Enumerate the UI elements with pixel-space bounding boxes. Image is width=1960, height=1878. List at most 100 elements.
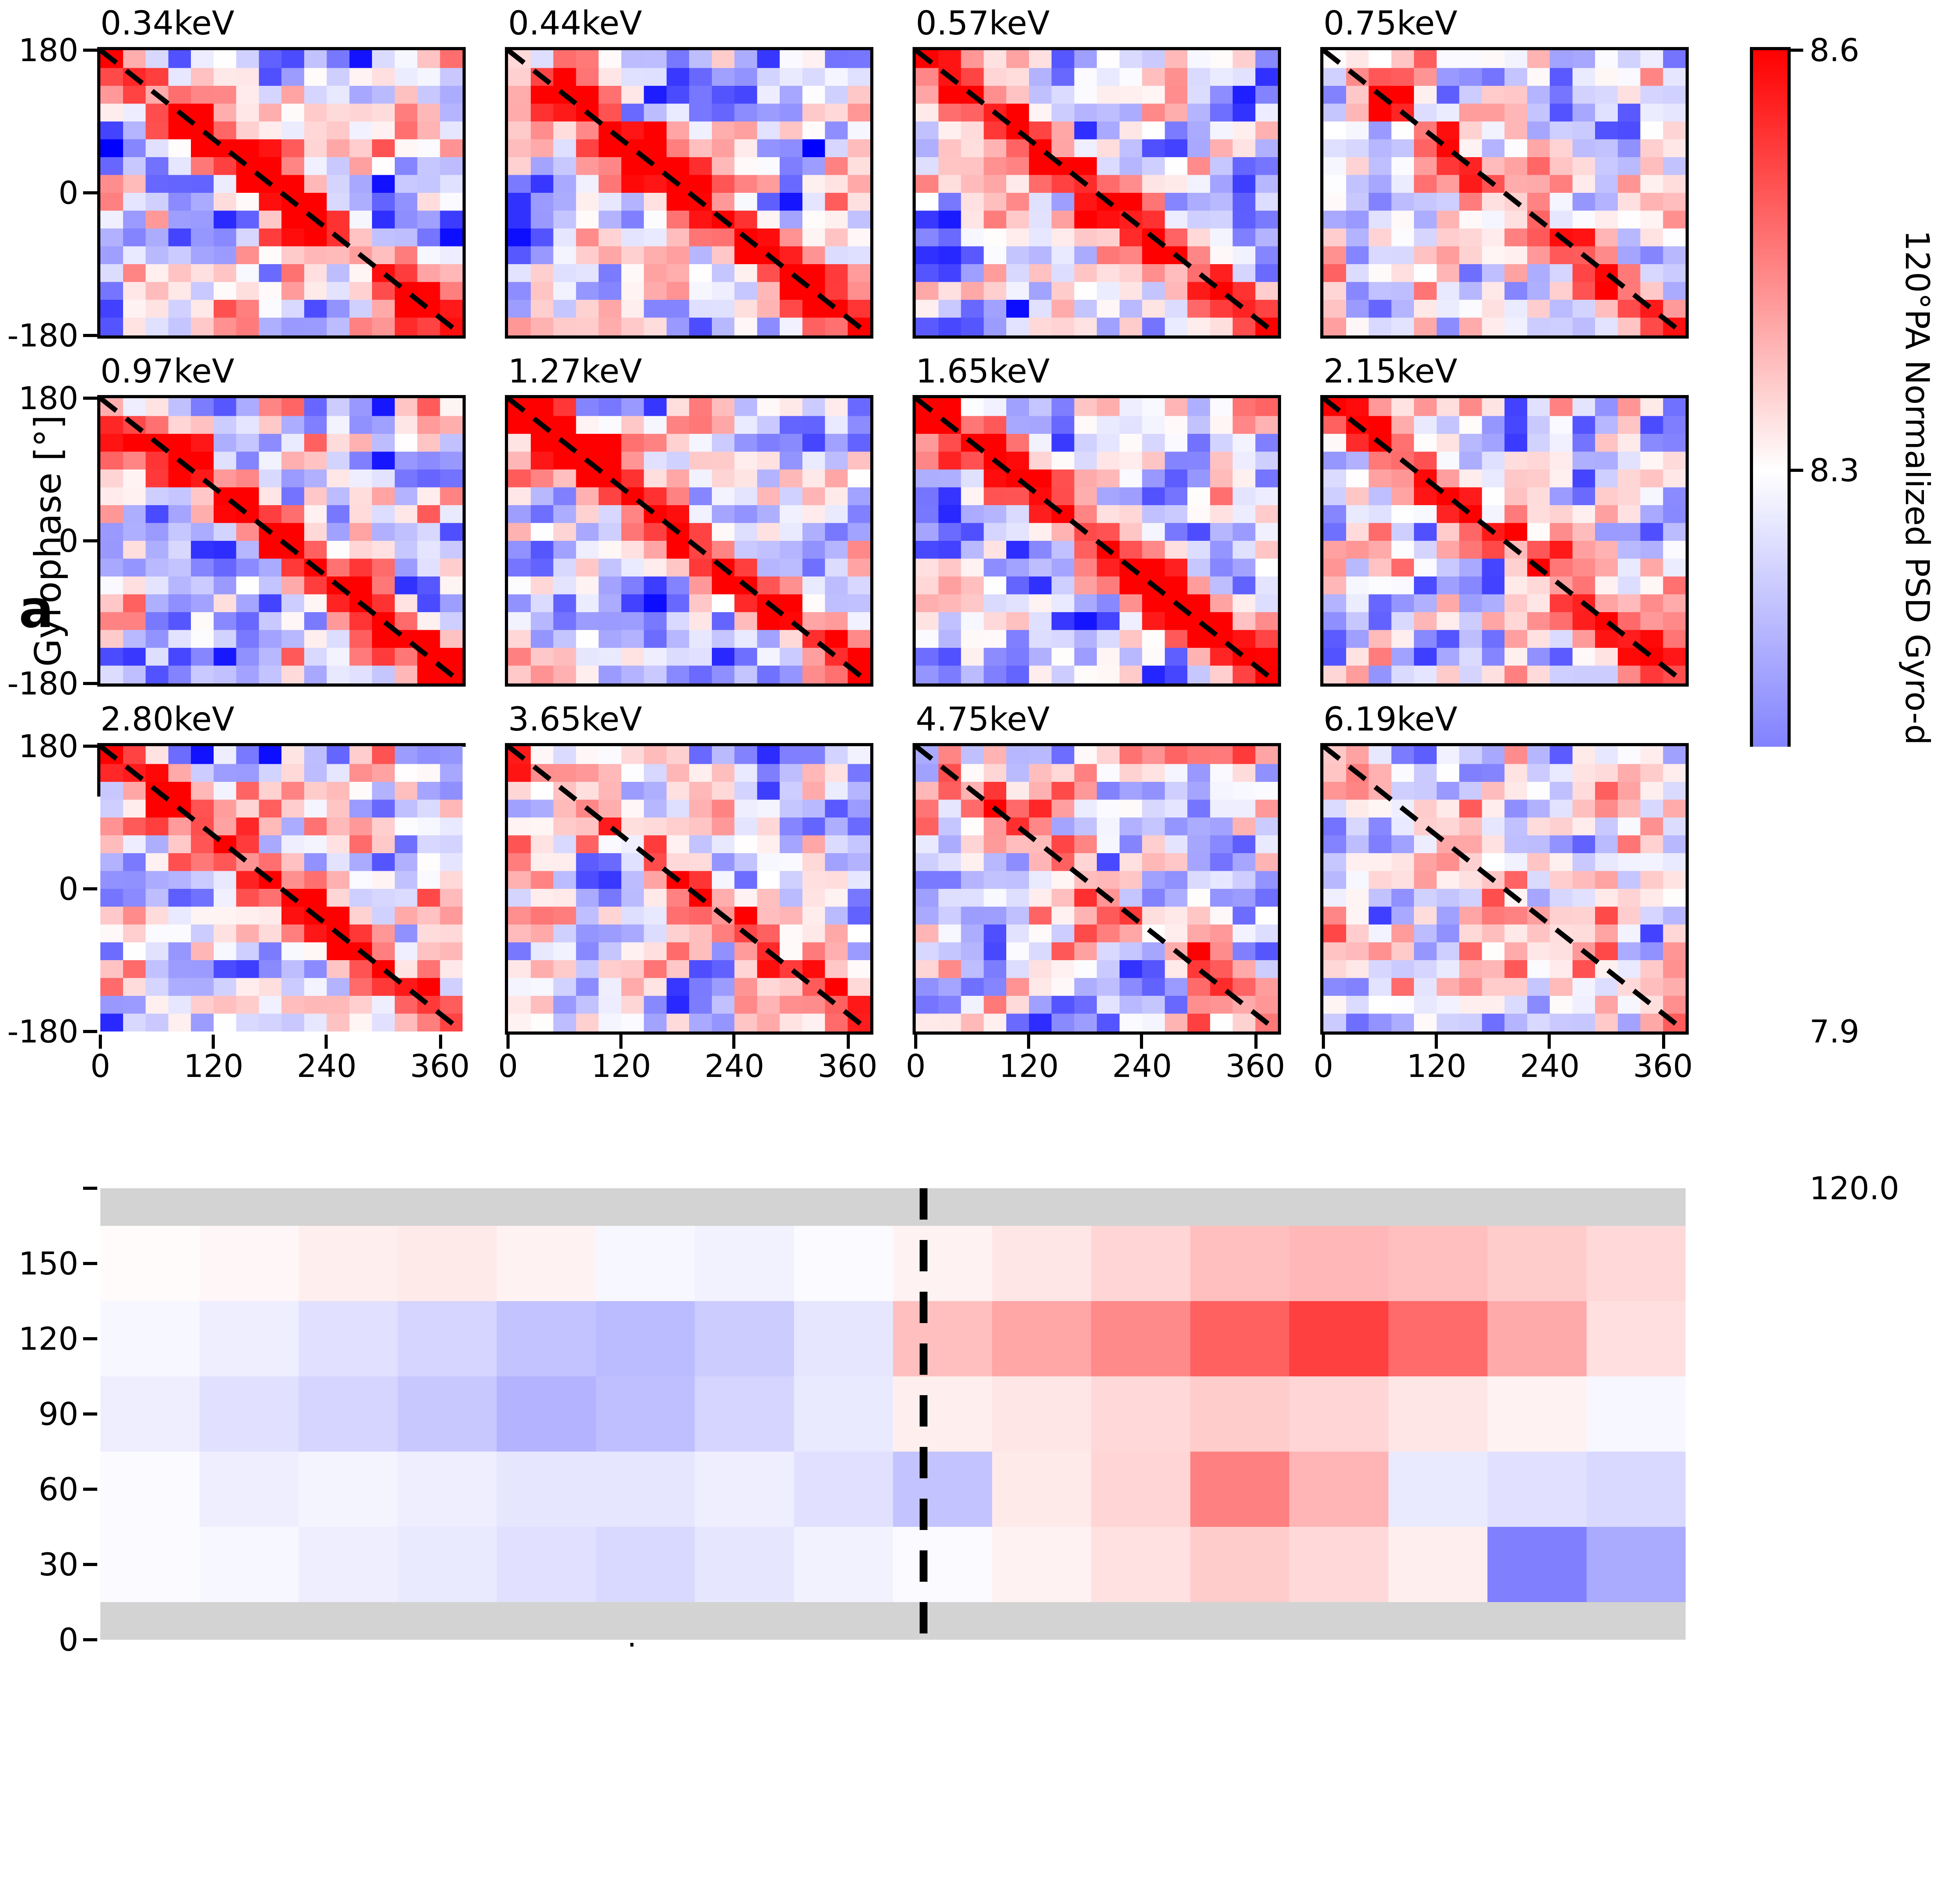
panel-b-x-axis-label: W [keV] <box>97 1702 1689 1738</box>
colorbar-b <box>1750 1185 1791 1643</box>
x-tick-label: 240 <box>1520 1050 1580 1082</box>
x-tick-mark <box>212 1035 215 1049</box>
y-tick-label: 60 <box>38 1474 78 1505</box>
x-tick-label: 120 <box>591 1050 651 1082</box>
figure: a Gyrophase [°] 180 0 -180 0.34keV 0.44keV 0.… <box>0 0 1960 1878</box>
diagonal-dashed-line <box>1323 746 1686 1031</box>
x-tick-mark <box>1027 1035 1031 1049</box>
x-tick-mark <box>1322 1035 1325 1049</box>
y-tick-mark <box>83 682 97 685</box>
diagonal-dashed-line <box>508 746 870 1031</box>
x-tick-label: 1 <box>621 1659 642 1693</box>
y-tick-label: 0 <box>58 177 78 208</box>
y-tick-mark <box>83 1030 97 1033</box>
subplot-0.57keV: 0.57keV <box>913 47 1281 339</box>
y-tick-label: 120 <box>18 1323 78 1354</box>
subplot-title-2.15keV: 2.15keV <box>1323 356 1457 389</box>
colorbar-b-tick-mark <box>1791 1638 1803 1641</box>
x-tick-mark <box>1435 1035 1438 1049</box>
y-tick-label: 180 <box>18 731 78 762</box>
subplot-3.65keV: 0 120 240 360 3.65keV <box>505 743 873 1035</box>
energy-gain-heatmap <box>100 1188 1686 1640</box>
colorbar-a-tick-mid: 8.3 <box>1809 455 1859 486</box>
y-tick-mark <box>83 334 97 337</box>
x-tick-label: 120 <box>183 1050 243 1082</box>
y-tick-label: -180 <box>7 668 78 699</box>
subplot-0.75keV: 0.75keV <box>1320 47 1689 339</box>
x-tick-mark <box>1661 1035 1664 1049</box>
gain-energy-bracket-label: He⁺ Gain Energy <box>1085 1773 1399 1811</box>
x-tick-label: 360 <box>818 1050 878 1082</box>
x-tick-mark <box>1141 1035 1144 1049</box>
colorbar-b-tick-max: 120.0 <box>1809 1173 1899 1204</box>
y-tick-mark <box>83 745 97 748</box>
subplot-0.34keV: 180 0 -180 0.34keV <box>97 47 466 339</box>
y-tick-mark <box>83 1262 97 1265</box>
colorbar-b-tick-mark <box>1791 1412 1803 1416</box>
diagonal-dashed-line <box>916 398 1278 683</box>
y-tick-label: 0 <box>58 525 78 557</box>
x-tick-label: 120 <box>1406 1050 1466 1082</box>
x-tick-mark <box>846 1035 849 1049</box>
y-tick-label: 0 <box>58 873 78 905</box>
x-tick-mark <box>1254 1035 1257 1049</box>
subplot-2.15keV: 2.15keV <box>1320 395 1689 687</box>
subplot-title-4.75keV: 4.75keV <box>916 704 1050 737</box>
subplot-0.97keV: 180 0 -180 0.97keV <box>97 395 466 687</box>
x-tick-label: 10 <box>1517 1659 1561 1693</box>
y-tick-label: 90 <box>38 1398 78 1430</box>
subplot-title-0.97keV: 0.97keV <box>100 356 234 389</box>
y-tick-label: 150 <box>18 1248 78 1279</box>
x-tick-label: 240 <box>704 1050 764 1082</box>
x-tick-mark <box>325 1035 328 1049</box>
colorbar-a-label: 120°PA Normalized PSD Gyro-dist [%] <box>1900 230 1933 852</box>
y-tick-label: 180 <box>18 1173 78 1204</box>
colorbar-b-tick-mark <box>1791 1187 1803 1190</box>
colorbar-a-tick-min: 7.9 <box>1809 1016 1859 1047</box>
colorbar-a-tick-mark <box>1791 1030 1803 1033</box>
colorbar-a-tick-max: 8.6 <box>1809 34 1859 66</box>
y-tick-label: -180 <box>7 1016 78 1047</box>
y-tick-label: 0 <box>58 1624 78 1655</box>
panel-b-plot: 180 150 120 90 60 30 0 1 10 <box>97 1185 1689 1643</box>
subplot-1.65keV: 1.65keV <box>913 395 1281 687</box>
diagonal-dashed-line <box>916 50 1278 335</box>
diagonal-dashed-line <box>508 50 870 335</box>
x-tick-label: 240 <box>297 1050 357 1082</box>
diagonal-dashed-line <box>100 746 463 1031</box>
y-tick-mark <box>83 191 97 194</box>
x-tick-mark <box>438 1035 441 1049</box>
x-tick-mark <box>630 1643 633 1657</box>
x-tick-label: 0 <box>906 1050 926 1082</box>
subplot-title-0.34keV: 0.34keV <box>100 8 234 41</box>
threshold-dashed-line <box>920 1188 928 1640</box>
diagonal-dashed-line <box>1323 50 1686 335</box>
subplot-title-0.44keV: 0.44keV <box>508 8 642 41</box>
x-tick-label: 0 <box>91 1050 111 1082</box>
panel-a-x-axis-label: Wave Phase [°] <box>97 1091 1689 1127</box>
x-tick-mark <box>914 1035 917 1049</box>
y-tick-mark <box>83 1187 97 1190</box>
diagonal-dashed-line <box>100 398 463 683</box>
colorbar-b-tick-min: -120.0 <box>1809 1624 1911 1655</box>
x-tick-label: 360 <box>410 1050 470 1082</box>
y-tick-mark <box>83 887 97 890</box>
x-tick-label: 240 <box>1112 1050 1172 1082</box>
x-tick-mark <box>620 1035 623 1049</box>
x-tick-mark <box>1537 1643 1541 1657</box>
gain-energy-bracket: He⁺ Gain Energy <box>993 1753 1491 1768</box>
x-tick-label: 360 <box>1633 1050 1693 1082</box>
colorbar-b-gradient <box>1753 1188 1788 1640</box>
diagonal-dashed-line <box>916 746 1278 1031</box>
subplot-2.80keV: 180 0 -180 0 120 240 360 2.80keV <box>97 743 466 1035</box>
y-tick-mark <box>83 1337 97 1340</box>
subplot-title-0.75keV: 0.75keV <box>1323 8 1457 41</box>
x-tick-label: 360 <box>1225 1050 1285 1082</box>
diagonal-dashed-line <box>508 398 870 683</box>
subplot-title-1.65keV: 1.65keV <box>916 356 1050 389</box>
x-tick-mark <box>733 1035 736 1049</box>
y-tick-label: 30 <box>38 1549 78 1580</box>
subplot-6.19keV: 0 120 240 360 6.19keV <box>1320 743 1689 1035</box>
y-tick-mark <box>83 1488 97 1491</box>
loss-energy-bracket: He⁺ Loss Energy <box>372 1753 852 1768</box>
